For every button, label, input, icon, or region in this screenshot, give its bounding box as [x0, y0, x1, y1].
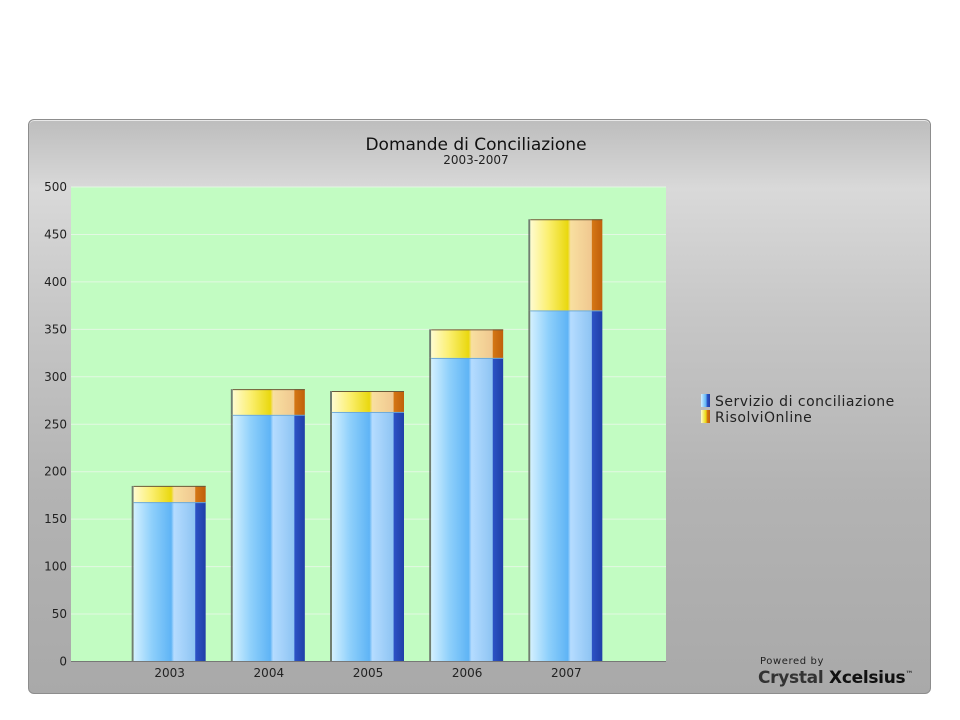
y-tick-label: 300 [44, 370, 67, 384]
y-tick-label: 500 [44, 180, 67, 194]
x-tick-label: 2007 [551, 666, 582, 680]
x-tick-label: 2005 [353, 666, 384, 680]
bar-shadow [528, 310, 531, 662]
brand-name: Crystal Xcelsius™ [758, 668, 914, 688]
brand-xcelsius: Xcelsius [829, 668, 906, 688]
legend-label-servizio: Servizio di conciliazione [715, 394, 895, 410]
powered-by-text: Powered by [760, 656, 824, 667]
y-tick-label: 50 [52, 607, 67, 621]
bar-risolvionline-2006 [431, 329, 504, 358]
bar-shadow [131, 502, 134, 662]
bar-risolvionline-2007 [530, 219, 603, 311]
bar-servizio-2003 [133, 502, 206, 662]
y-tick-label: 100 [44, 560, 67, 574]
y-tick-label: 250 [44, 417, 67, 431]
x-axis-ticks: 2003 2004 2005 2006 2007 [154, 666, 581, 680]
legend-label-risolvionline: RisolviOnline [715, 410, 812, 426]
legend-swatch-risolvionline [701, 410, 710, 423]
y-tick-label: 0 [59, 655, 67, 669]
x-tick-label: 2006 [452, 666, 483, 680]
legend-swatch-servizio [701, 394, 710, 407]
y-axis-ticks: 0 50 100 150 200 250 300 350 400 450 500 [44, 180, 67, 669]
y-tick-label: 450 [44, 227, 67, 241]
brand-crystal: Crystal [758, 668, 824, 688]
bar-servizio-2007 [530, 310, 603, 662]
bars [131, 219, 603, 662]
bar-servizio-2006 [431, 357, 504, 662]
x-tick-label: 2003 [154, 666, 185, 680]
bar-shadow [330, 391, 332, 412]
chart-title: Domande di Conciliazione [365, 135, 586, 155]
bar-shadow [230, 414, 233, 662]
bar-shadow [429, 329, 432, 358]
chart-subtitle: 2003-2007 [443, 153, 508, 167]
bar-servizio-2004 [232, 414, 305, 662]
y-tick-label: 400 [44, 275, 67, 289]
bar-shadow [429, 357, 432, 662]
bar-servizio-2005 [332, 411, 404, 662]
y-tick-label: 350 [44, 322, 67, 336]
bar-risolvionline-2004 [232, 389, 305, 415]
y-tick-label: 200 [44, 465, 67, 479]
powered-by-logo: Powered by Crystal Xcelsius™ [758, 656, 930, 692]
bar-risolvionline-2003 [133, 485, 206, 503]
bar-shadow [230, 389, 233, 415]
bar-risolvionline-2005 [332, 391, 404, 412]
bar-shadow [131, 485, 134, 503]
bar-shadow [528, 219, 531, 311]
y-tick-label: 150 [44, 512, 67, 526]
bar-shadow [330, 411, 332, 662]
x-tick-label: 2004 [254, 666, 285, 680]
legend: Servizio di conciliazione RisolviOnline [701, 394, 895, 426]
